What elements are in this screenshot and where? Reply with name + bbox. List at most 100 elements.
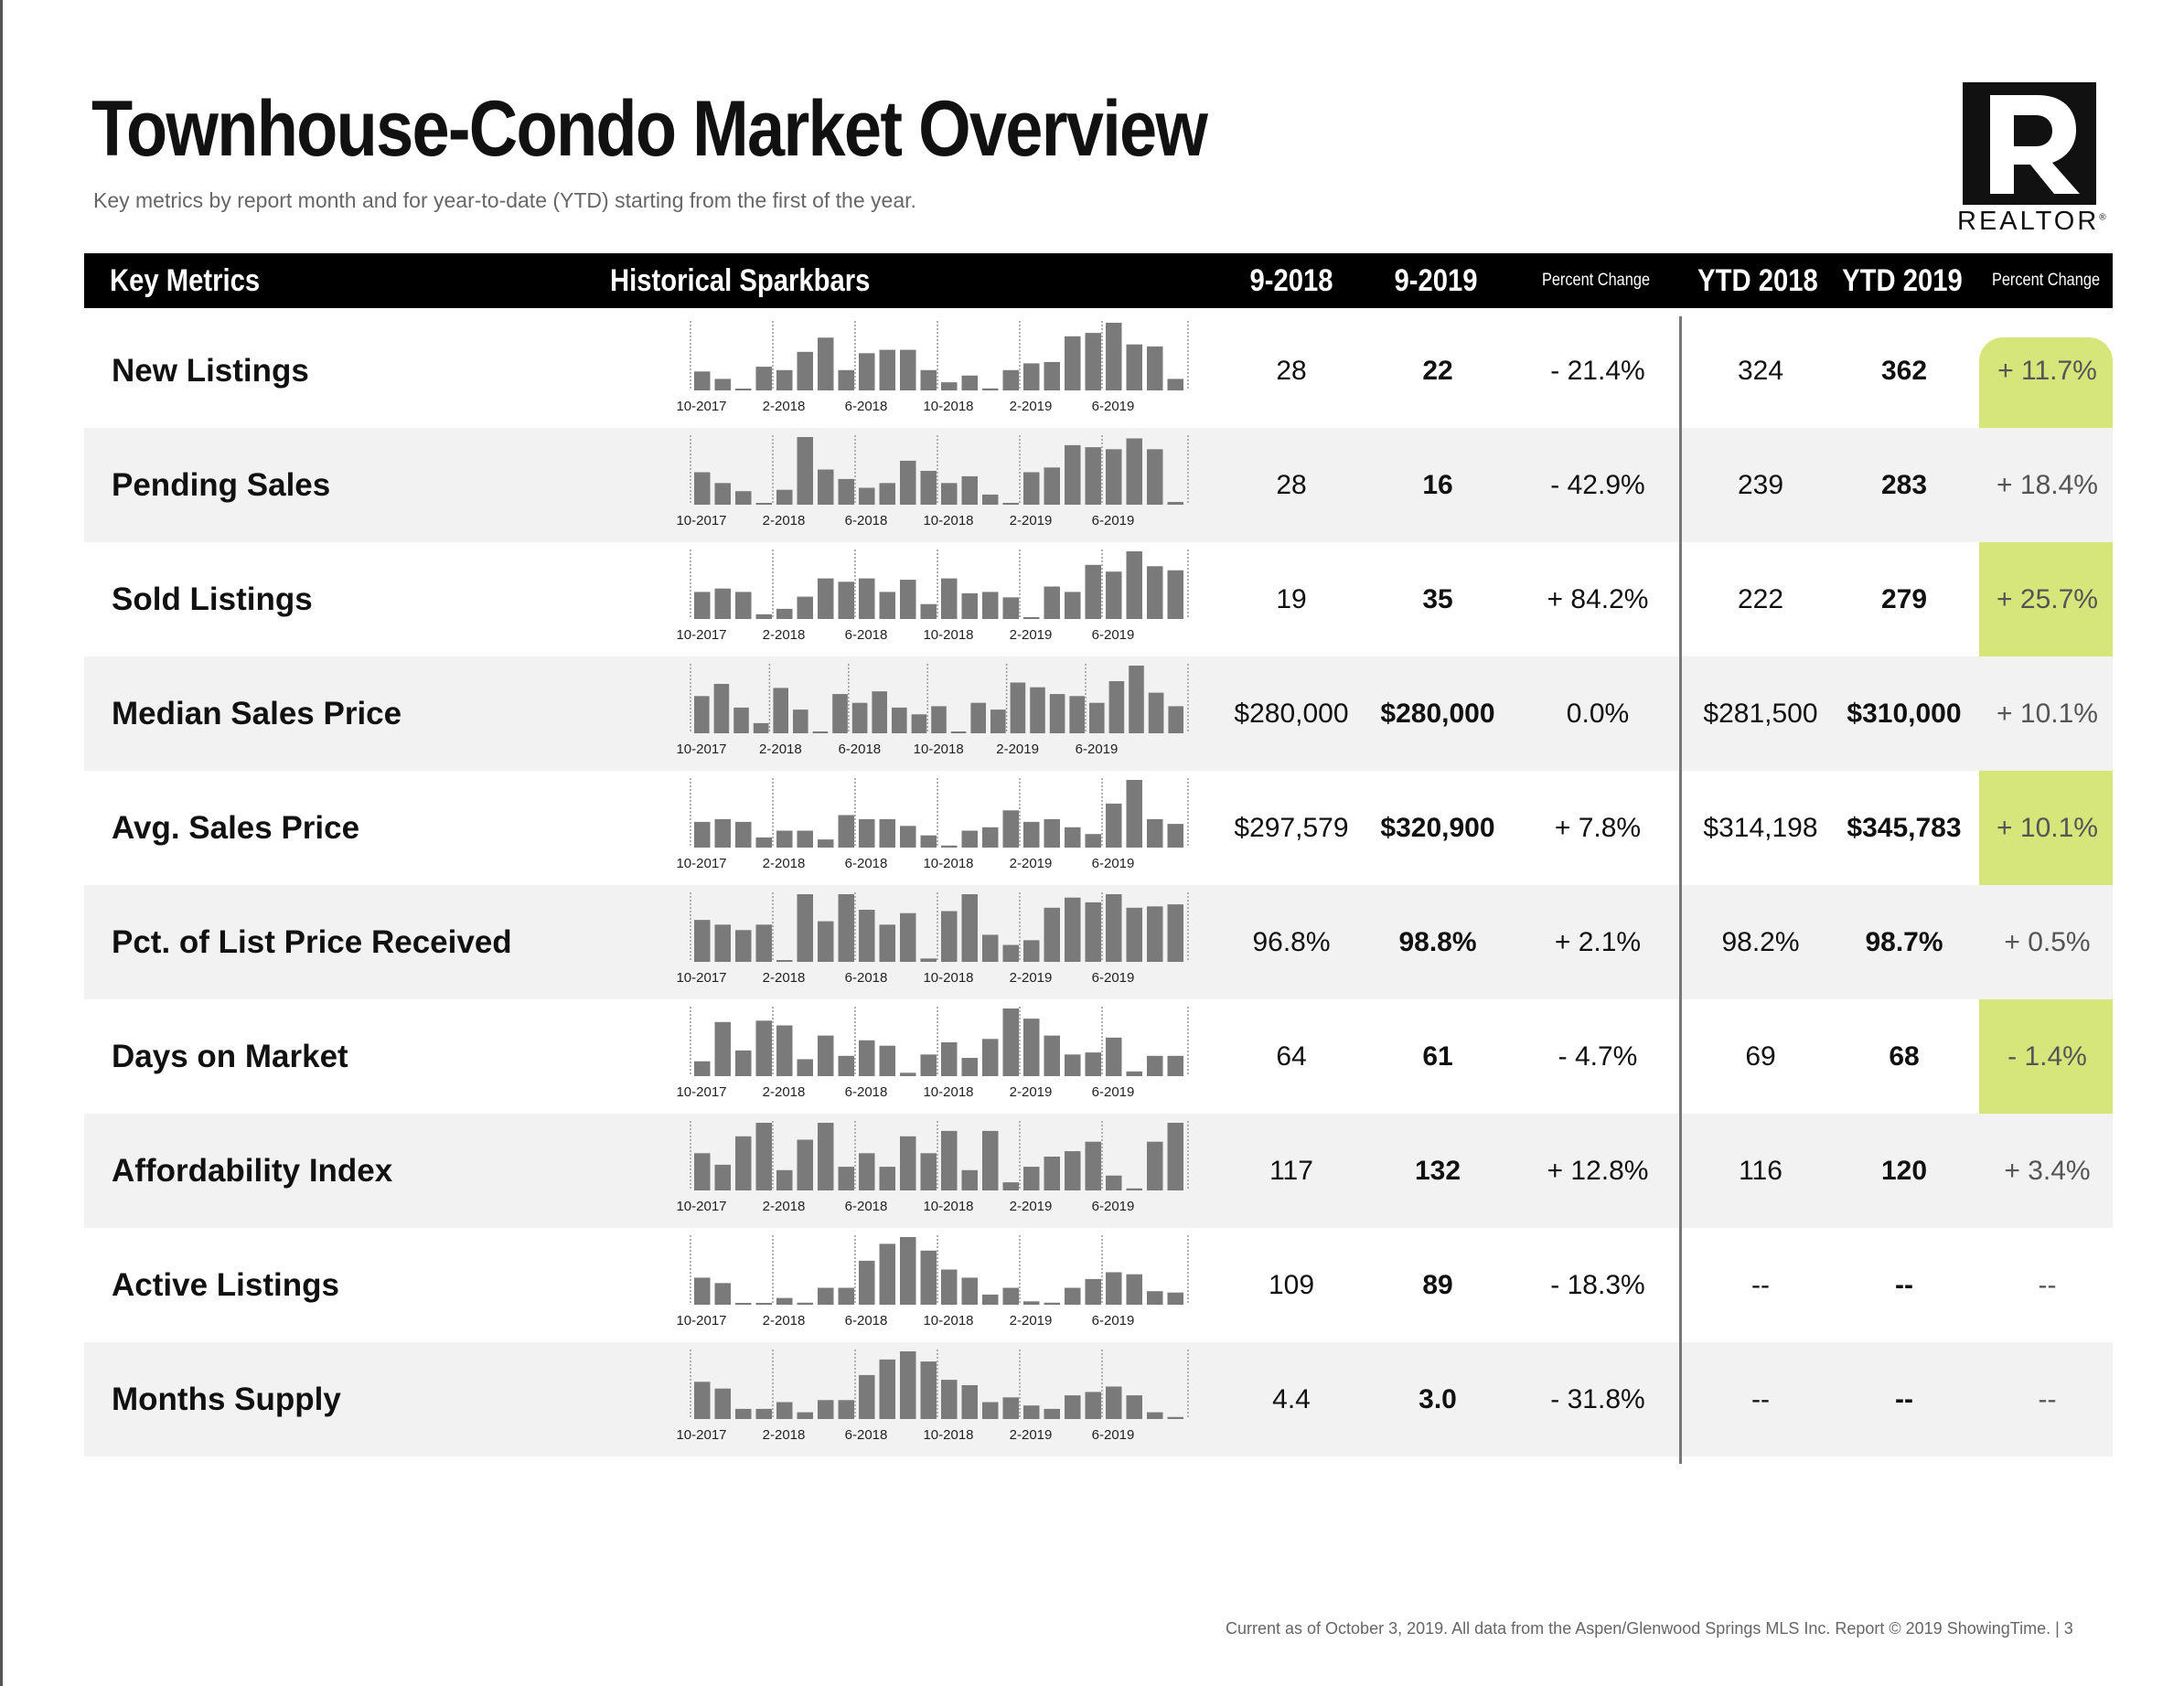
sparkbar <box>694 472 711 505</box>
value-ytd-2018: 222 <box>1737 584 1784 614</box>
sparkbar <box>1106 1272 1122 1305</box>
sparkbar <box>961 375 978 390</box>
sparkbar <box>1002 944 1019 962</box>
sparkbar <box>1002 810 1019 848</box>
sparkbar <box>982 494 999 505</box>
sparkbar <box>920 835 937 848</box>
sparkbar <box>1106 571 1122 619</box>
page-subtitle: Key metrics by report month and for year… <box>93 188 916 212</box>
value-9-2019: 22 <box>1422 356 1453 386</box>
sparkbar <box>1044 907 1060 962</box>
sparkbar-tick-label: 2-2019 <box>1010 399 1053 414</box>
sparkbar-tick-label: 10-2017 <box>676 1313 726 1329</box>
sparkbar-tick-label: 6-2019 <box>1092 1084 1135 1100</box>
value-9-2019: 98.8% <box>1398 927 1477 957</box>
sparkbar <box>941 1130 958 1190</box>
sparkbar <box>1085 902 1101 962</box>
sparkbar <box>818 578 834 619</box>
metric-label: Months Supply <box>112 1382 341 1417</box>
sparkbar <box>1085 333 1101 390</box>
sparkbar <box>1147 1412 1163 1419</box>
sparkbar <box>1069 696 1085 733</box>
sparkbar <box>1023 821 1040 848</box>
sparkbar <box>797 351 813 390</box>
sparkbar <box>892 707 907 733</box>
sparkbar <box>982 1402 999 1419</box>
sparkbar <box>931 706 947 733</box>
value-9-2018: 96.8% <box>1252 927 1331 957</box>
sparkbar <box>1044 1302 1060 1305</box>
sparkbar <box>1147 1141 1163 1190</box>
sparkbar <box>818 921 834 962</box>
sparkbar <box>961 1169 978 1190</box>
header-9-2018: 9-2018 <box>1249 263 1333 298</box>
sparkbar <box>838 478 854 505</box>
sparkbar-tick-label: 6-2019 <box>1092 1313 1135 1329</box>
sparkbar <box>793 710 808 733</box>
sparkbar <box>818 337 834 390</box>
sparkbar <box>714 483 731 505</box>
metric-label: Avg. Sales Price <box>112 810 360 846</box>
sparkbar-tick-label: 10-2017 <box>676 399 726 414</box>
sparkbar-tick-label: 6-2018 <box>845 513 888 528</box>
sparkbar <box>776 1402 793 1419</box>
value-ytd-percent-change: + 0.5% <box>2004 927 2091 957</box>
sparkbar <box>1030 687 1045 733</box>
sparkbar <box>753 722 769 733</box>
sparkbar-tick-label: 6-2019 <box>1092 856 1135 871</box>
page-edge-rule <box>0 0 3 1686</box>
sparkbar <box>1167 379 1183 390</box>
sparkbar <box>838 894 854 962</box>
sparkbar <box>694 696 710 733</box>
sparkbar-chart: 10-2017 2-2018 6-2018 10-2018 2-2019 6-2019 <box>676 778 1189 871</box>
sparkbar <box>1002 1397 1019 1419</box>
sparkbar-tick-label: 6-2018 <box>845 1199 888 1214</box>
sparkbar-tick-label: 2-2018 <box>763 1084 806 1100</box>
sparkbar <box>900 1237 916 1305</box>
sparkbar <box>941 911 958 962</box>
sparkbar <box>714 1283 731 1305</box>
sparkbar <box>1065 444 1081 505</box>
sparkbar-tick-label: 10-2017 <box>676 1427 726 1443</box>
sparkbar <box>1147 1291 1163 1305</box>
sparkbar <box>1044 586 1060 619</box>
sparkbar <box>1147 1055 1163 1076</box>
value-percent-change: - 18.3% <box>1550 1270 1645 1300</box>
sparkbar <box>982 388 999 390</box>
value-9-2018: 109 <box>1268 1270 1315 1300</box>
metric-row: Affordability Index 10-2017 2-2018 6-2018 10… <box>84 1114 2113 1228</box>
value-ytd-2019: -- <box>1895 1384 1913 1414</box>
sparkbar <box>1002 369 1019 390</box>
sparkbar <box>797 596 813 619</box>
sparkbar-tick-label: 10-2017 <box>676 513 726 528</box>
sparkbar <box>982 592 999 619</box>
sparkbar <box>818 1123 834 1190</box>
header-percent-change: Percent Change <box>1541 271 1651 290</box>
sparkbar <box>1126 438 1142 505</box>
sparkbar <box>961 475 978 505</box>
sparkbar-tick-label: 2-2018 <box>763 513 806 528</box>
value-percent-change: - 4.7% <box>1558 1041 1638 1072</box>
sparkbar <box>1023 363 1040 390</box>
metric-row: New Listings 10-2017 2-2018 6-2018 10-2018 2-… <box>84 314 2113 428</box>
sparkbar <box>1044 1408 1060 1419</box>
sparkbar-tick-label: 6-2019 <box>1092 399 1135 414</box>
sparkbar <box>838 1055 854 1076</box>
sparkbar <box>900 349 916 390</box>
sparkbar-tick-label: 2-2019 <box>1010 1313 1053 1329</box>
sparkbar <box>1065 336 1081 390</box>
sparkbar <box>982 1039 999 1076</box>
sparkbar <box>950 731 967 733</box>
sparkbar <box>920 958 937 962</box>
sparkbar <box>797 894 813 962</box>
sparkbar-tick-label: 2-2018 <box>763 1199 806 1214</box>
sparkbar <box>755 614 772 619</box>
metric-label: Sold Listings <box>112 582 313 617</box>
sparkbar <box>797 1302 813 1305</box>
metric-label: Days on Market <box>112 1039 348 1074</box>
value-ytd-2019: 98.7% <box>1865 927 1943 957</box>
value-ytd-2019: 68 <box>1889 1041 1920 1072</box>
sparkbar <box>1085 1052 1101 1076</box>
value-9-2018: 117 <box>1269 1156 1313 1186</box>
sparkbar <box>776 1025 793 1076</box>
